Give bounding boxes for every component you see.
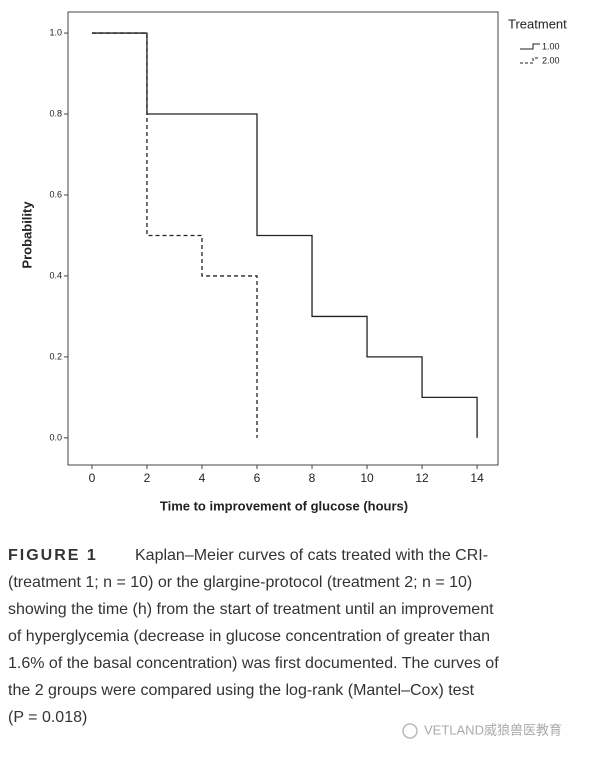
legend-swatch (520, 43, 540, 50)
x-tick-label: 14 (470, 471, 484, 485)
x-tick-label: 12 (415, 471, 429, 485)
watermark: VETLAND威狼兽医教育 (402, 722, 562, 739)
x-tick-label: 6 (254, 471, 261, 485)
x-tick-label: 4 (199, 471, 206, 485)
plot-frame (67, 11, 499, 466)
y-tick-label: 1.0 (49, 27, 62, 37)
caption-line: of hyperglycemia (decrease in glucose co… (8, 628, 490, 645)
y-tick-label: 0.0 (49, 432, 62, 442)
y-tick-label: 0.8 (49, 108, 62, 118)
x-tick-label: 10 (360, 471, 374, 485)
x-tick-label: 0 (89, 471, 96, 485)
x-axis-label: Time to improvement of glucose (hours) (160, 498, 408, 513)
caption-line: the 2 groups were compared using the log… (8, 682, 475, 699)
y-tick-label: 0.4 (49, 270, 62, 280)
caption-line: 1.6% of the basal concentration) was fir… (8, 655, 499, 672)
legend-label: 2.00 (542, 55, 560, 65)
caption-line: showing the time (h) from the start of t… (8, 601, 494, 618)
y-axis-label: Probability (19, 201, 34, 269)
x-tick-label: 8 (309, 471, 316, 485)
caption-line: Kaplan–Meier curves of cats treated with… (135, 547, 488, 564)
y-tick-label: 0.6 (49, 189, 62, 199)
legend-label: 1.00 (542, 41, 560, 51)
watermark-text: VETLAND威狼兽医教育 (424, 722, 562, 737)
x-tick-label: 2 (144, 471, 151, 485)
caption-label: FIGURE 1 (8, 547, 98, 564)
caption-line: (P = 0.018) (8, 709, 87, 726)
legend-swatch (520, 57, 540, 64)
caption-line: (treatment 1; n = 10) or the glargine-pr… (8, 574, 472, 591)
y-tick-label: 0.2 (49, 351, 62, 361)
legend-title: Treatment (508, 16, 567, 31)
watermark-icon (402, 723, 418, 739)
survival-curve (91, 32, 258, 438)
